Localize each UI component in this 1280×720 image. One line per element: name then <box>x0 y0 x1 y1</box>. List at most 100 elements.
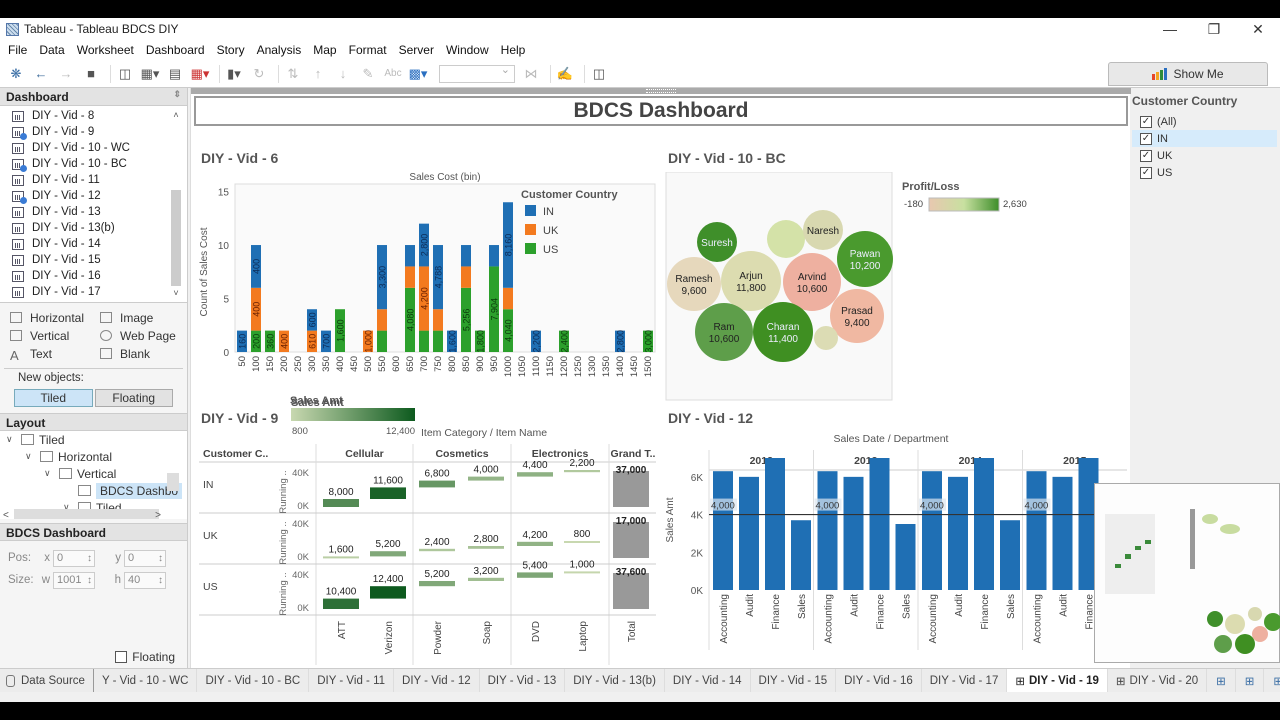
labels-icon[interactable]: Abc <box>384 68 402 79</box>
object-image[interactable]: Image <box>100 309 190 326</box>
floating-button[interactable]: Floating <box>94 389 173 407</box>
sheet-tab[interactable]: Y - Vid - 10 - WC <box>94 669 198 693</box>
menu-story[interactable]: Story <box>216 43 245 57</box>
sheet-list-item[interactable]: DIY - Vid - 16 <box>0 268 187 284</box>
chevron-down-icon[interactable]: ∨ <box>25 451 32 461</box>
object-horizontal[interactable]: Horizontal <box>10 309 100 326</box>
sheet-tab[interactable]: DIY - Vid - 12 <box>394 669 480 693</box>
new-dashboard-tab-icon[interactable]: ⊞ <box>1236 669 1265 693</box>
sheet-list-item[interactable]: DIY - Vid - 13 <box>0 204 187 220</box>
object-blank[interactable]: Blank <box>100 345 190 362</box>
menu-window[interactable]: Window <box>445 43 489 57</box>
clear-sheet-icon[interactable]: ▦▾ <box>190 65 210 81</box>
redo-icon[interactable]: → <box>59 66 73 81</box>
sheet-tab[interactable]: DIY - Vid - 13(b) <box>565 669 665 693</box>
fit-dropdown[interactable] <box>439 63 515 83</box>
sheet-tab[interactable]: DIY - Vid - 15 <box>751 669 837 693</box>
fix-axes-icon[interactable]: ⋈ <box>524 65 538 81</box>
sheet-tab[interactable]: DIY - Vid - 10 - BC <box>197 669 310 693</box>
sheet-list-item[interactable]: DIY - Vid - 13(b) <box>0 220 187 236</box>
sheet-tab[interactable]: ⊞ DIY - Vid - 19 <box>1007 669 1108 693</box>
filter-item-uk[interactable]: ✓ UK <box>1140 149 1173 162</box>
sheet-list-item[interactable]: DIY - Vid - 15 <box>0 252 187 268</box>
save-icon[interactable]: ■ <box>87 66 95 81</box>
size-h-input[interactable]: 40 <box>124 571 166 589</box>
object-web-page[interactable]: Web Page <box>100 327 190 344</box>
sheet-tab[interactable]: DIY - Vid - 14 <box>665 669 751 693</box>
menu-data[interactable]: Data <box>39 43 65 57</box>
checkbox-checked-icon[interactable]: ✓ <box>1140 115 1152 128</box>
new-data-source-icon[interactable]: ◫ <box>118 65 132 81</box>
vid9-crosstab-chart[interactable]: Sales Amt 800 12,400 Item Category / Item N… <box>191 394 661 668</box>
tableau-logo-icon[interactable]: ❋ <box>10 65 22 81</box>
sheet-list-item[interactable]: DIY - Vid - 17 <box>0 284 187 300</box>
menu-dashboard[interactable]: Dashboard <box>145 43 205 57</box>
layout-tree-node[interactable]: ∨ Vertical <box>44 466 117 481</box>
close-button[interactable]: ✕ <box>1252 20 1264 37</box>
vid10bc-bubble-chart[interactable]: SureshNareshPawan10,200Ramesh9,600Arjun1… <box>661 172 1061 402</box>
new-worksheet-tab-icon[interactable]: ⊞ <box>1207 669 1236 693</box>
swap-icon[interactable]: ⇅ <box>287 65 299 81</box>
vid12-bar-chart[interactable]: Sales Date / Department Sales Amt 0K 2K 4K 6K… <box>661 428 1131 668</box>
filter-item-in[interactable]: ✓ IN <box>1132 130 1277 147</box>
menu-worksheet[interactable]: Worksheet <box>76 43 134 57</box>
sheet-list-item[interactable]: DIY - Vid - 8 <box>0 108 187 124</box>
pos-x-input[interactable]: 0 <box>53 549 95 567</box>
pos-y-input[interactable]: 0 <box>124 549 166 567</box>
layout-tree-node[interactable]: BDCS Dashbo <box>0 482 187 499</box>
highlight-icon[interactable]: ✎ <box>362 65 374 81</box>
filter-item-all[interactable]: ✓ (All) <box>1140 115 1177 128</box>
object-text[interactable]: A Text <box>10 346 53 364</box>
refresh-icon[interactable]: ↻ <box>253 65 265 81</box>
sheet-tab[interactable]: DIY - Vid - 13 <box>480 669 566 693</box>
checkbox-checked-icon[interactable]: ✓ <box>1140 149 1152 162</box>
sort-desc-icon[interactable]: ↓ <box>339 66 347 81</box>
layout-tree-hscroll[interactable] <box>14 509 159 519</box>
tiled-button[interactable]: Tiled <box>14 389 93 407</box>
new-story-tab-icon[interactable]: ⊞ <box>1264 669 1280 693</box>
menu-server[interactable]: Server <box>398 43 434 57</box>
svg-text:IN: IN <box>543 206 554 218</box>
sheet-tab[interactable]: DIY - Vid - 17 <box>922 669 1008 693</box>
layout-tree-node[interactable]: ∨ Tiled <box>6 432 65 447</box>
restore-button[interactable]: ❐ <box>1207 20 1221 37</box>
data-source-tab[interactable]: Data Source <box>0 669 94 693</box>
menu-map[interactable]: Map <box>313 43 337 57</box>
filter-item-us[interactable]: ✓ US <box>1140 166 1173 179</box>
menu-format[interactable]: Format <box>348 43 387 57</box>
presentation-icon[interactable]: ◫ <box>592 65 606 81</box>
sheet-list-item[interactable]: DIY - Vid - 14 <box>0 236 187 252</box>
sheet-tab[interactable]: ⊞ DIY - Vid - 20 <box>1108 669 1208 693</box>
layout-tree-node[interactable]: ∨ Horizontal <box>25 449 113 464</box>
checkbox-checked-icon[interactable]: ✓ <box>1140 132 1152 145</box>
sheet-tab[interactable]: DIY - Vid - 11 <box>309 669 395 693</box>
sheet-list-item[interactable]: DIY - Vid - 11 <box>0 172 187 188</box>
pen-icon[interactable]: ✍ <box>556 65 574 81</box>
object-vertical[interactable]: Vertical <box>10 327 100 344</box>
sheet-list-scrollbar[interactable]: ˄ ˅ <box>171 110 181 298</box>
chevron-down-icon[interactable]: ∨ <box>44 468 51 478</box>
floating-checkbox[interactable]: Floating <box>115 650 175 664</box>
sheet-list-item[interactable]: DIY - Vid - 12 <box>0 188 187 204</box>
menu-analysis[interactable]: Analysis <box>256 43 302 57</box>
sheet-list-item[interactable]: DIY - Vid - 9 <box>0 124 187 140</box>
size-w-input[interactable]: 1001 <box>53 571 95 589</box>
chevron-down-icon[interactable]: ∨ <box>6 434 13 444</box>
undo-icon[interactable]: ← <box>34 66 48 81</box>
sheet-tab[interactable]: DIY - Vid - 16 <box>836 669 922 693</box>
pause-updates-icon[interactable]: ▮▾ <box>227 65 241 81</box>
menu-file[interactable]: File <box>8 43 28 57</box>
fit-icon[interactable]: ▩▾ <box>408 65 428 81</box>
sort-asc-icon[interactable]: ↑ <box>314 66 322 81</box>
sheet-list-item[interactable]: DIY - Vid - 10 - WC <box>0 140 187 156</box>
sheet-list-item[interactable]: DIY - Vid - 10 - BC <box>0 156 187 172</box>
menu-help[interactable]: Help <box>500 43 526 57</box>
dashboard-title[interactable]: BDCS Dashboard <box>194 96 1128 126</box>
minimize-button[interactable]: — <box>1163 21 1177 37</box>
checkbox-checked-icon[interactable]: ✓ <box>1140 166 1152 179</box>
new-worksheet-icon[interactable]: ▦▾ <box>140 65 160 81</box>
show-me-button[interactable]: Show Me <box>1108 62 1268 86</box>
chevron-down-icon[interactable]: ∨ <box>63 502 70 512</box>
duplicate-sheet-icon[interactable]: ▤ <box>168 65 182 81</box>
vid6-stacked-bar-chart[interactable]: Sales Cost (bin) Count of Sales Cost 0 5 10 1… <box>191 172 661 408</box>
